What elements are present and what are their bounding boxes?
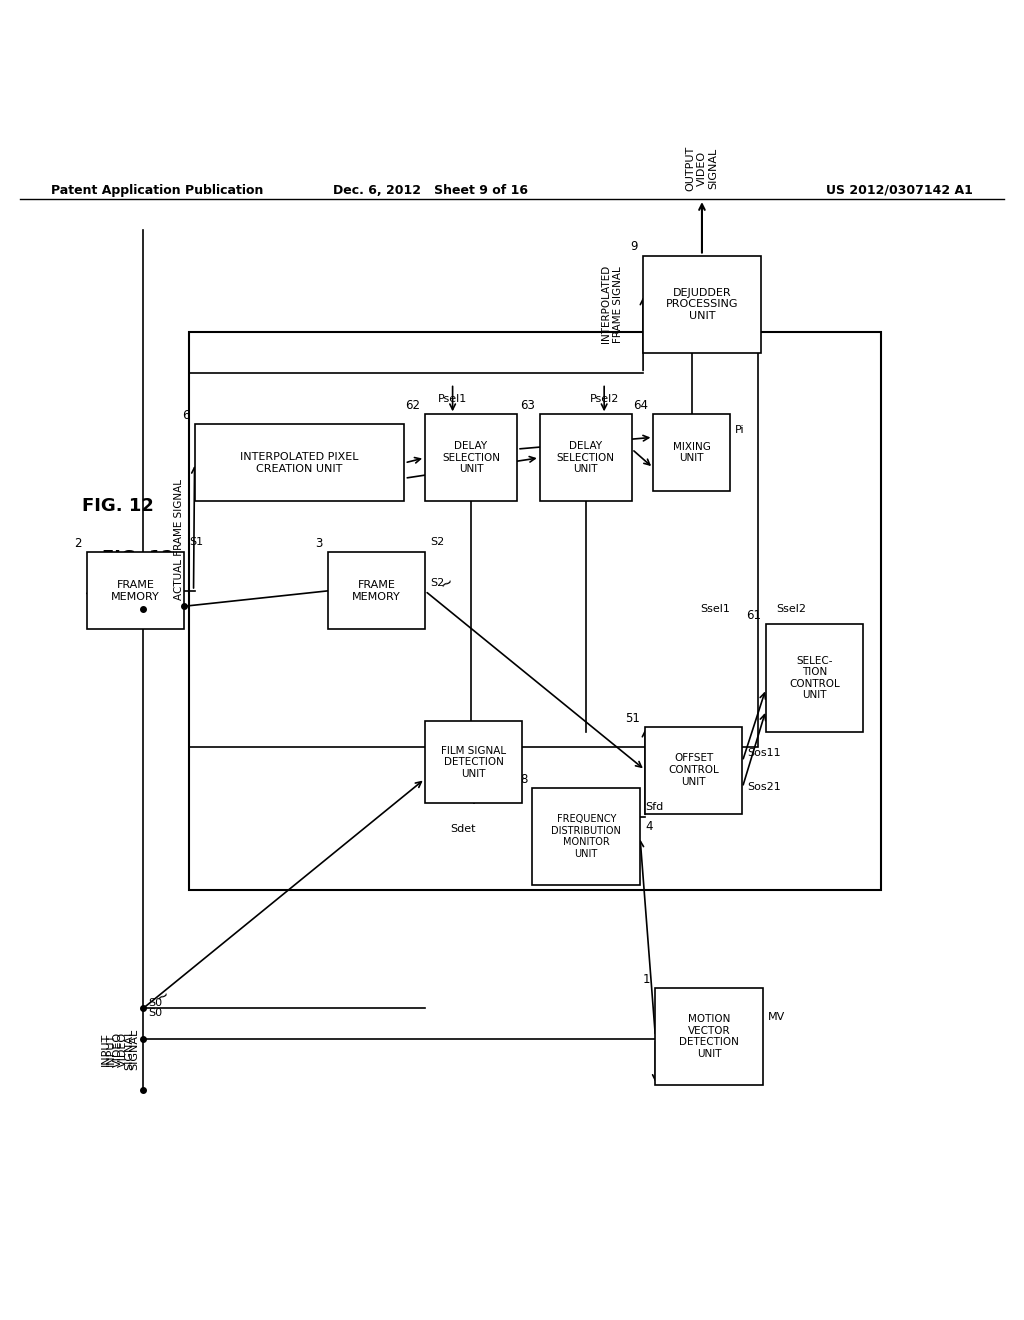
Text: Psel1: Psel1 [438, 393, 467, 404]
Bar [195, 425, 404, 502]
Text: S1: S1 [189, 537, 204, 548]
Text: INPUT
VIDEO
SIGNAL: INPUT VIDEO SIGNAL [101, 1028, 134, 1069]
Text: Ssel2: Ssel2 [776, 605, 806, 614]
Text: DELAY
SELECTION
UNIT: DELAY SELECTION UNIT [442, 441, 500, 474]
Text: MV: MV [768, 1012, 785, 1022]
Text: Pi: Pi [735, 425, 744, 434]
Text: MOTION
VECTOR
DETECTION
UNIT: MOTION VECTOR DETECTION UNIT [679, 1014, 739, 1059]
Text: S0: S0 [148, 1008, 163, 1018]
Text: Patent Application Publication: Patent Application Publication [51, 183, 263, 197]
Text: INTERPOLATED
FRAME SIGNAL: INTERPOLATED FRAME SIGNAL [601, 265, 623, 343]
Text: 62: 62 [404, 399, 420, 412]
Text: SELEC-
TION
CONTROL
UNIT: SELEC- TION CONTROL UNIT [790, 656, 840, 701]
Text: Sos11: Sos11 [748, 747, 781, 758]
Bar [328, 553, 425, 630]
Text: 64: 64 [633, 399, 648, 412]
Bar [540, 414, 632, 502]
Text: 51: 51 [625, 711, 640, 725]
Bar [645, 726, 742, 813]
Text: 63: 63 [519, 399, 535, 412]
Text: INTERPOLATED PIXEL
CREATION UNIT: INTERPOLATED PIXEL CREATION UNIT [241, 451, 358, 474]
Bar [766, 624, 863, 731]
Text: S0: S0 [148, 998, 163, 1008]
Text: INPUT
VIDEO
SIGNAL: INPUT VIDEO SIGNAL [106, 1028, 139, 1069]
Text: DEJUDDER
PROCESSING
UNIT: DEJUDDER PROCESSING UNIT [666, 288, 738, 321]
Text: MIXING
UNIT: MIXING UNIT [673, 442, 711, 463]
Text: 2: 2 [75, 537, 82, 550]
Text: FRAME
MEMORY: FRAME MEMORY [112, 579, 160, 602]
Text: 1: 1 [643, 973, 650, 986]
Bar [655, 987, 763, 1085]
Text: S2: S2 [430, 537, 444, 548]
Text: Sdet: Sdet [451, 824, 476, 834]
Bar [87, 553, 184, 630]
Text: OUTPUT
VIDEO
SIGNAL: OUTPUT VIDEO SIGNAL [685, 145, 719, 191]
Bar [532, 788, 640, 886]
Text: FREQUENCY
DISTRIBUTION
MONITOR
UNIT: FREQUENCY DISTRIBUTION MONITOR UNIT [551, 814, 622, 859]
Text: Sfd: Sfd [645, 803, 664, 812]
Text: FILM SIGNAL
DETECTION
UNIT: FILM SIGNAL DETECTION UNIT [441, 746, 506, 779]
Text: FIG. 12: FIG. 12 [82, 498, 154, 515]
Text: Sos21: Sos21 [748, 783, 781, 792]
Text: 61: 61 [745, 609, 761, 622]
Text: Psel2: Psel2 [590, 393, 618, 404]
Text: S2: S2 [430, 578, 444, 589]
Text: 4: 4 [645, 821, 652, 833]
Text: ~: ~ [437, 573, 456, 593]
Bar [189, 333, 881, 891]
Text: Ssel1: Ssel1 [699, 605, 730, 614]
Text: 9: 9 [631, 240, 638, 253]
Bar [643, 256, 761, 352]
Text: DELAY
SELECTION
UNIT: DELAY SELECTION UNIT [557, 441, 614, 474]
Text: 3: 3 [315, 537, 323, 550]
Text: ~: ~ [154, 986, 172, 1006]
Text: Dec. 6, 2012   Sheet 9 of 16: Dec. 6, 2012 Sheet 9 of 16 [333, 183, 527, 197]
Text: 8: 8 [520, 774, 527, 785]
Text: FRAME
MEMORY: FRAME MEMORY [352, 579, 400, 602]
Bar [425, 722, 522, 804]
Bar [425, 414, 517, 502]
Text: ACTUAL FRAME SIGNAL: ACTUAL FRAME SIGNAL [174, 479, 184, 599]
Bar [189, 333, 758, 747]
Text: 6: 6 [182, 409, 189, 422]
Text: OFFSET
CONTROL
UNIT: OFFSET CONTROL UNIT [669, 754, 719, 787]
Bar [653, 414, 730, 491]
Text: US 2012/0307142 A1: US 2012/0307142 A1 [826, 183, 973, 197]
Text: FIG. 12: FIG. 12 [102, 549, 174, 566]
